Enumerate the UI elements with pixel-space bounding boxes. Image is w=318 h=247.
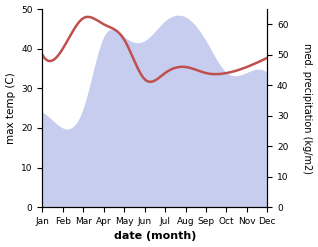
Y-axis label: max temp (C): max temp (C): [5, 72, 16, 144]
X-axis label: date (month): date (month): [114, 231, 196, 242]
Y-axis label: med. precipitation (kg/m2): med. precipitation (kg/m2): [302, 43, 313, 174]
